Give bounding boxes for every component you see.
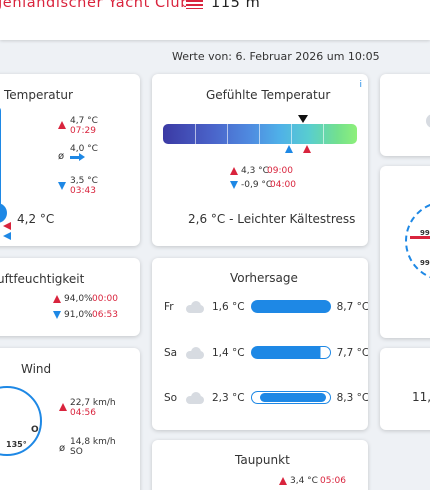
forecast-day: Sa — [164, 346, 178, 359]
cloud-icon — [184, 391, 206, 404]
max-arrow-icon — [58, 121, 66, 129]
right-card-top[interactable] — [380, 74, 430, 156]
card-title: Wind — [21, 362, 52, 376]
humidity-card[interactable]: uftfeuchtigkeit 94,0% 00:00 91,0% 06:53 — [0, 258, 140, 336]
marker-icon — [3, 222, 11, 230]
max-marker-icon — [303, 145, 311, 153]
forecast-min: 2,3 °C — [212, 391, 245, 404]
stress-summary: 2,6 °C - Leichter Kältestress — [188, 212, 356, 226]
needle-icon — [410, 236, 430, 239]
forecast-card[interactable]: Vorhersage Fr 1,6 °C 8,7 °C Sa 1,4 °C 7,… — [152, 258, 368, 430]
pressure-gauge — [405, 201, 430, 281]
min-arrow-icon — [230, 181, 238, 189]
card-title: uftfeuchtigkeit — [0, 272, 85, 286]
min-value: 91,0% — [64, 310, 93, 320]
info-icon[interactable]: i — [359, 80, 362, 90]
gust-time: 04:56 — [70, 408, 96, 418]
max-time: 09:00 — [267, 166, 293, 176]
partial-value: 11,3 — [412, 390, 430, 404]
thermometer-icon — [0, 107, 7, 225]
max-arrow-icon — [279, 477, 287, 485]
dewpoint-card[interactable]: Taupunkt 3,4 °C 05:06 — [152, 440, 368, 490]
cloud-moon-icon — [184, 346, 206, 359]
right-card-bottom[interactable]: 11,3 — [380, 348, 430, 430]
marker-icon — [3, 232, 11, 240]
card-title: Vorhersage — [230, 271, 298, 285]
max-time: 05:06 — [320, 476, 346, 486]
felt-temperature-card[interactable]: Gefühlte Temperatur i 4,3 °C 09:00 -0,9 … — [152, 74, 368, 246]
max-arrow-icon — [53, 295, 61, 303]
temp-range-bar — [250, 346, 331, 359]
gust-arrow-icon — [59, 403, 67, 411]
avg-label: ø — [58, 151, 65, 162]
gauge-text-1: 996 — [420, 229, 430, 237]
forecast-row: Sa 1,4 °C 7,7 °C — [164, 346, 368, 359]
card-title: Temperatur — [4, 88, 73, 102]
temp-range-bar — [250, 300, 331, 313]
card-title: Gefühlte Temperatur — [206, 88, 331, 102]
max-value: 4,3 °C — [241, 166, 269, 176]
avg-direction: SO — [70, 447, 83, 457]
gauge-text-2: 998 — [420, 259, 430, 267]
gust-value: 22,7 km/h — [70, 398, 116, 408]
current-temperature: 4,2 °C — [17, 212, 55, 226]
forecast-row: Fr 1,6 °C 8,7 °C — [164, 300, 368, 313]
avg-label: ø — [59, 443, 66, 454]
min-value: 3,5 °C — [70, 176, 98, 186]
wind-card[interactable]: Wind O 135° 22,7 km/h 04:56 ø 14,8 km/h … — [0, 348, 140, 490]
min-marker-icon — [285, 145, 293, 153]
max-time: 00:00 — [92, 294, 118, 304]
compass-degree: 135° — [6, 440, 27, 449]
avg-value: 4,0 °C — [70, 144, 98, 154]
min-arrow-icon — [53, 311, 61, 319]
card-title: Taupunkt — [235, 453, 290, 467]
max-value: 94,0% — [64, 294, 93, 304]
max-value: 4,7 °C — [70, 116, 98, 126]
forecast-min: 1,4 °C — [212, 346, 245, 359]
current-pointer-icon — [298, 115, 308, 123]
avg-value: 14,8 km/h — [70, 437, 116, 447]
thermal-stress-scale — [163, 124, 357, 144]
forecast-day: So — [164, 391, 178, 404]
club-title: genländischer Yacht Club — [0, 0, 191, 11]
max-time: 07:29 — [70, 126, 96, 136]
forecast-min: 1,6 °C — [212, 300, 245, 313]
forecast-day: Fr — [164, 300, 174, 313]
pressure-card[interactable]: 996 998 — [380, 166, 430, 338]
min-time: 06:53 — [92, 310, 118, 320]
cloud-icon — [184, 300, 206, 313]
altitude-value: 115 m — [211, 0, 261, 11]
arrow-right-icon — [70, 156, 80, 159]
temperature-card[interactable]: Temperatur 4,7 °C 07:29 ø 4,0 °C 3,5 °C … — [0, 74, 140, 246]
arrow-head — [79, 153, 85, 161]
max-value: 3,4 °C — [290, 476, 318, 486]
max-arrow-icon — [230, 167, 238, 175]
forecast-row: So 2,3 °C 8,3 °C — [164, 391, 368, 404]
min-value: -0,9 °C — [241, 180, 273, 190]
forecast-max: 8,7 °C — [336, 300, 368, 313]
temp-range-bar — [250, 391, 331, 404]
min-time: 04:00 — [270, 180, 296, 190]
forecast-max: 8,3 °C — [336, 391, 368, 404]
flag-icon — [186, 0, 203, 9]
forecast-max: 7,7 °C — [336, 346, 368, 359]
cloud-icon — [426, 114, 430, 128]
timestamp-label: Werte von: 6. Februar 2026 um 10:05 — [172, 50, 380, 63]
min-time: 03:43 — [70, 186, 96, 196]
app-header: genländischer Yacht Club 115 m — [0, 0, 430, 40]
compass-letter: O — [31, 425, 39, 435]
min-arrow-icon — [58, 182, 66, 190]
